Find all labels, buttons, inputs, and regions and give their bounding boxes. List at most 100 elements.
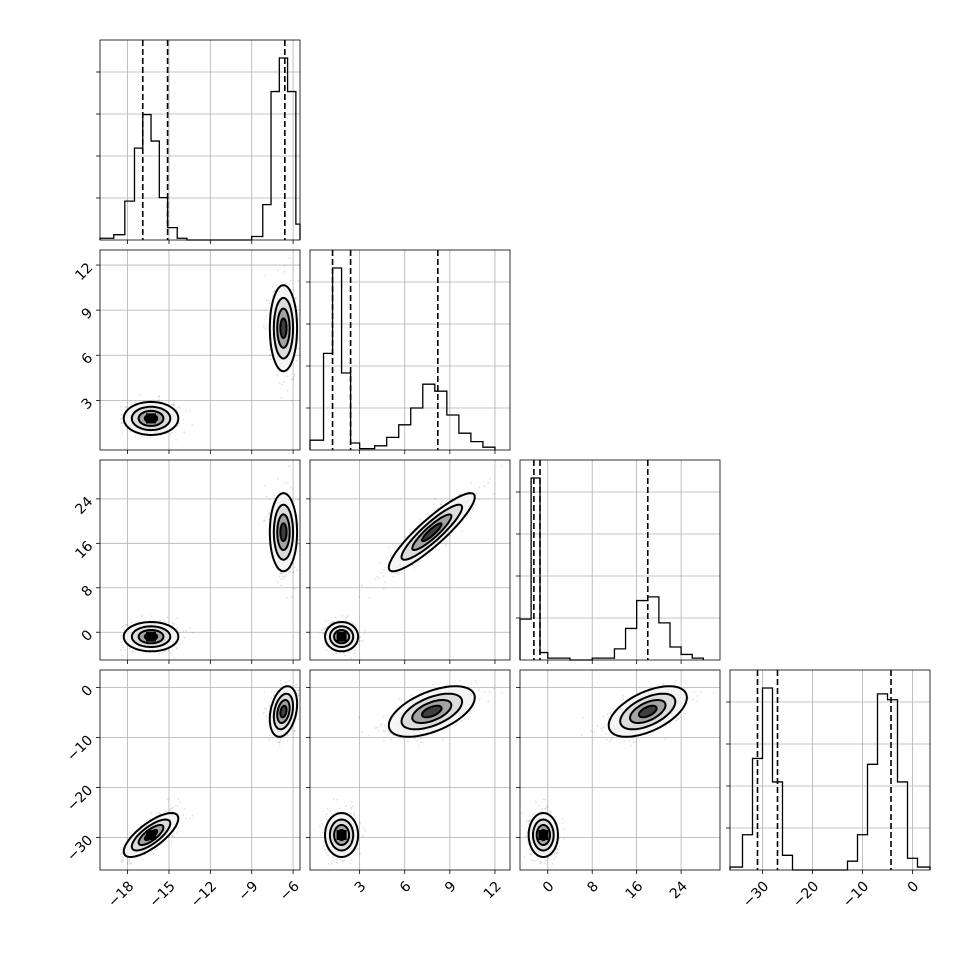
sample-point (149, 817, 152, 820)
contour-line (333, 629, 351, 645)
sample-point (397, 572, 400, 574)
sample-point (183, 807, 186, 810)
sample-point (182, 813, 185, 816)
sample-point (121, 855, 123, 858)
sample-point (157, 399, 160, 401)
sample-point (280, 578, 283, 581)
sample-point (276, 477, 279, 480)
sample-point (475, 492, 478, 495)
sample-point (332, 620, 335, 623)
sample-point (273, 497, 276, 499)
sample-point (283, 265, 286, 267)
panel-content (319, 465, 503, 659)
sample-point (169, 808, 172, 810)
sample-point (288, 257, 290, 259)
sample-point (276, 269, 279, 272)
sample-point (364, 629, 366, 632)
sample-point (182, 418, 185, 421)
sample-point (120, 418, 122, 421)
sample-point (121, 422, 123, 424)
sample-point (172, 403, 175, 406)
sample-point (478, 486, 481, 489)
sample-point (384, 566, 387, 569)
sample-point (191, 814, 194, 817)
mode-peak (336, 631, 347, 642)
sample-point (280, 584, 282, 587)
sample-point (128, 858, 131, 861)
sample-point (297, 499, 300, 501)
sample-point (280, 383, 283, 386)
contour-fill (422, 523, 442, 542)
sample-point (171, 834, 174, 837)
sample-point (292, 571, 295, 574)
axis-frame (519, 459, 721, 661)
sample-point (449, 534, 452, 536)
sample-point (332, 621, 335, 623)
sample-point (183, 636, 186, 639)
sample-point (292, 377, 295, 380)
sample-point (295, 297, 297, 299)
sample-point (123, 629, 126, 631)
sample-point (159, 619, 162, 622)
sample-point (325, 648, 328, 651)
sample-point (295, 359, 298, 362)
sample-point (488, 477, 491, 480)
sample-point (354, 624, 357, 627)
sample-point (418, 518, 421, 520)
panel-content (120, 257, 300, 441)
sample-point (268, 302, 271, 305)
sample-point (350, 657, 352, 659)
sample-point (288, 465, 290, 467)
sample-point (120, 853, 122, 856)
sample-point (170, 403, 173, 406)
sample-point (467, 490, 470, 493)
sample-point (284, 271, 286, 273)
panel-3-1 (96, 459, 301, 664)
sample-point (141, 435, 143, 437)
sample-point (353, 651, 356, 654)
sample-point (177, 805, 179, 808)
sample-point (404, 535, 406, 538)
sample-point (272, 290, 275, 293)
sample-point (177, 425, 180, 428)
contour-line (130, 405, 172, 432)
sample-point (273, 290, 276, 292)
sample-point (176, 616, 178, 619)
axis-frame (99, 39, 301, 241)
sample-point (130, 621, 133, 624)
contour-line (268, 492, 299, 573)
panel-2-1 (96, 249, 301, 454)
sample-point (331, 621, 333, 624)
sample-point (172, 806, 174, 809)
sample-point (358, 596, 361, 598)
contour-line (122, 400, 180, 437)
axis-frame (309, 459, 511, 661)
sample-point (336, 652, 338, 654)
sample-point (264, 315, 267, 317)
sample-point (189, 627, 191, 629)
sample-point (126, 837, 128, 840)
sample-point (120, 635, 122, 638)
sample-point (179, 643, 182, 645)
contour-line (279, 522, 288, 543)
contour-line (387, 492, 476, 573)
contour-line (268, 284, 299, 373)
sample-point (268, 348, 271, 351)
panel-3-2 (306, 459, 511, 664)
sample-point (352, 622, 354, 625)
sample-point (344, 616, 347, 619)
sample-point (267, 512, 270, 515)
sample-point (354, 649, 356, 652)
sample-point (374, 578, 377, 581)
panel-4-1 (96, 669, 301, 874)
sample-point (134, 401, 137, 404)
sample-point (487, 482, 489, 484)
sample-point (269, 354, 271, 357)
sample-point (148, 619, 151, 622)
contour-fill (280, 318, 287, 338)
sample-point (171, 807, 173, 810)
sample-point (344, 654, 346, 657)
sample-point (170, 431, 173, 434)
sample-point (189, 817, 191, 820)
sample-point (152, 399, 155, 401)
